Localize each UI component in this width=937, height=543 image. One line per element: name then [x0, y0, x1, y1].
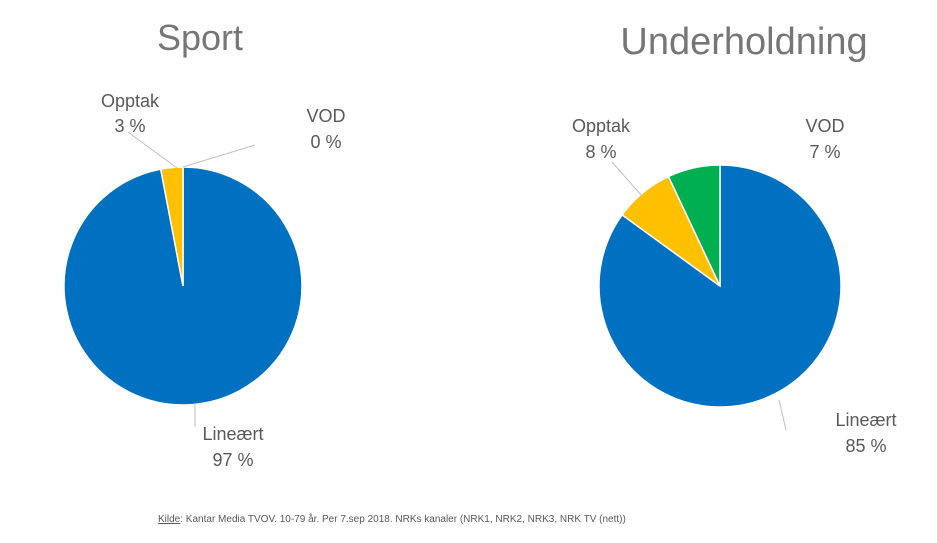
chart-title-sport: Sport [157, 17, 243, 58]
leader-line-opptak-underholdning [611, 161, 643, 197]
slice-value-lineaert-underholdning: 85 % [845, 436, 886, 456]
slice-label-lineaert-underholdning: Lineært [835, 410, 896, 430]
slice-value-lineaert-sport: 97 % [212, 450, 253, 470]
slice-label-vod-underholdning: VOD [805, 116, 844, 136]
slice-value-vod-underholdning: 7 % [809, 142, 840, 162]
slice-label-opptak-underholdning: Opptak [572, 116, 631, 136]
slice-label-lineaert-sport: Lineært [202, 424, 263, 444]
leader-line-opptak-sport [127, 131, 178, 169]
slice-label-opptak-sport: Opptak [101, 91, 160, 111]
pie-chart-sport: Sport Opptak 3 % VOD 0 % Lineært 97 % [63, 17, 346, 470]
charts-canvas: Sport Opptak 3 % VOD 0 % Lineært 97 % Un… [63, 17, 897, 470]
slice-value-vod-sport: 0 % [310, 132, 341, 152]
chart-title-underholdning: Underholdning [620, 21, 867, 63]
source-note: Kilde: Kantar Media TVOV. 10-79 år. Per … [158, 514, 626, 525]
slice-label-vod-sport: VOD [306, 106, 345, 126]
leader-line-lineaert-underholdning [778, 399, 787, 431]
slice-value-opptak-underholdning: 8 % [585, 142, 616, 162]
leader-line-vod-sport [182, 144, 256, 168]
pie-chart-underholdning: Underholdning Opptak 8 % VOD 7 % Lineært… [572, 21, 897, 456]
source-text: : Kantar Media TVOV. 10-79 år. Per 7.sep… [180, 514, 626, 525]
slice-value-opptak-sport: 3 % [114, 116, 145, 136]
pie-slice-opptak-sport [159, 166, 184, 287]
pie-slice-vod-underholdning [667, 164, 721, 287]
source-label: Kilde [158, 514, 181, 525]
